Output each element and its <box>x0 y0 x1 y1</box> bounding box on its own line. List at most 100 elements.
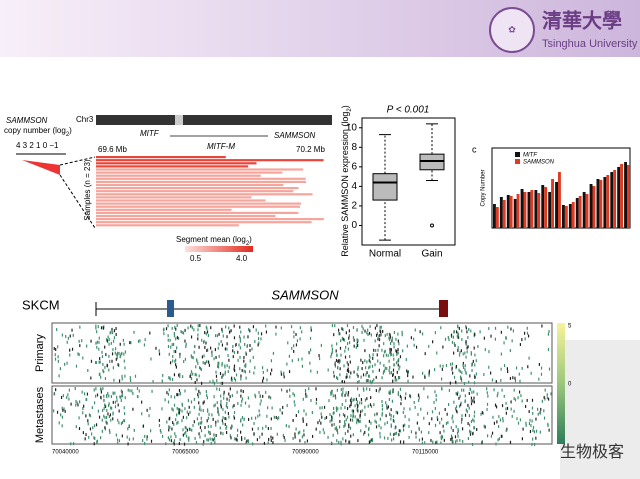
heat-cell <box>392 368 395 372</box>
heat-cell <box>338 440 340 444</box>
heat-cell <box>295 414 297 418</box>
heat-cell <box>488 365 490 369</box>
heat-cell <box>474 375 476 379</box>
heat-cell <box>171 343 173 347</box>
heat-cell <box>455 330 458 334</box>
heat-cell <box>428 422 430 426</box>
heat-cell <box>175 327 177 331</box>
heat-cell <box>332 411 334 415</box>
heat-cell <box>221 363 223 367</box>
heat-cell <box>388 332 391 336</box>
heat-cell <box>185 342 187 346</box>
heat-cell <box>183 442 186 446</box>
heat-cell <box>452 371 454 375</box>
heat-cell <box>170 439 173 443</box>
y-label: Relative SAMMSON expression (log2) <box>340 105 352 256</box>
heat-cell <box>86 344 88 348</box>
heat-cell <box>203 440 205 444</box>
heat-cell <box>519 418 522 422</box>
heat-cell <box>521 437 523 441</box>
heat-cell <box>202 442 204 446</box>
heat-cell <box>206 396 209 400</box>
heat-cell <box>108 403 110 407</box>
segment-row <box>96 224 239 227</box>
heat-cell <box>134 374 137 378</box>
heat-cell <box>467 436 470 440</box>
heat-cell <box>398 367 400 371</box>
heat-cell <box>466 330 468 334</box>
heat-cell <box>182 433 184 437</box>
heat-cell <box>346 406 349 410</box>
heat-cell <box>277 417 279 421</box>
heat-cell <box>459 438 461 442</box>
bar <box>523 192 527 228</box>
heat-cell <box>341 327 343 331</box>
heat-cell <box>372 356 374 360</box>
heat-cell <box>120 399 122 403</box>
heat-cell <box>174 395 176 399</box>
heat-cell <box>352 398 354 402</box>
heat-cell <box>270 426 272 430</box>
heat-cell <box>110 330 112 334</box>
heat-cell <box>384 422 386 426</box>
heat-cell <box>375 425 378 429</box>
heat-cell <box>193 350 195 354</box>
heat-cell <box>547 347 550 351</box>
heat-cell <box>172 342 175 346</box>
heat-cell <box>399 429 401 433</box>
heat-cell <box>391 336 393 340</box>
primary: Primary <box>34 334 46 372</box>
heat-cell <box>169 377 171 381</box>
heat-cell <box>369 403 372 407</box>
heat-cell <box>102 387 104 391</box>
heat-cell <box>100 388 102 392</box>
heat-cell <box>505 411 507 415</box>
heat-cell <box>82 356 84 360</box>
bar <box>551 179 554 228</box>
heat-cell <box>523 331 526 335</box>
heat-cell <box>526 326 528 330</box>
heat-cell <box>292 392 294 396</box>
heat-cell <box>93 442 95 446</box>
heat-cell <box>240 430 242 434</box>
heat-cell <box>452 440 454 444</box>
heat-cell <box>303 409 305 413</box>
heat-cell <box>127 427 129 431</box>
plot-frame <box>361 117 456 246</box>
heat-cell <box>195 387 197 391</box>
heat-cell <box>447 335 449 339</box>
heat-cell <box>476 428 478 432</box>
heat-cell <box>503 364 506 368</box>
heat-cell <box>101 418 103 422</box>
heat-cell <box>226 342 228 346</box>
heat-cell <box>169 338 171 342</box>
heat-cell <box>167 338 169 342</box>
heat-cell <box>469 374 471 378</box>
heat-cell <box>333 370 335 374</box>
heat-cell <box>439 421 441 425</box>
heat-cell <box>359 419 361 423</box>
heat-cell <box>219 371 222 375</box>
heat-cell <box>357 339 359 343</box>
heat-cell <box>482 411 484 415</box>
heat-cell <box>473 414 475 418</box>
heat-cell <box>142 424 145 428</box>
heat-cell <box>60 395 63 399</box>
end: 70.2 Mb <box>296 145 325 154</box>
heat-cell <box>546 393 548 397</box>
panel-a: SAMMSON copy number (log2) 4 3 2 1 0 −1 … <box>4 115 332 263</box>
heat-cell <box>199 421 201 425</box>
heat-cell <box>458 353 461 357</box>
heat-cell <box>364 413 366 417</box>
y-tick-label: 10 <box>346 122 358 133</box>
heat-cell <box>505 401 507 405</box>
heat-cell <box>393 363 395 367</box>
heat-cell <box>248 327 250 331</box>
heat-cell <box>164 398 166 402</box>
heat-cell <box>318 354 320 358</box>
heat-cell <box>96 340 98 344</box>
heat-cell <box>393 419 395 423</box>
heat-cell <box>239 355 241 359</box>
heat-cell <box>420 430 422 434</box>
bar <box>617 167 621 228</box>
